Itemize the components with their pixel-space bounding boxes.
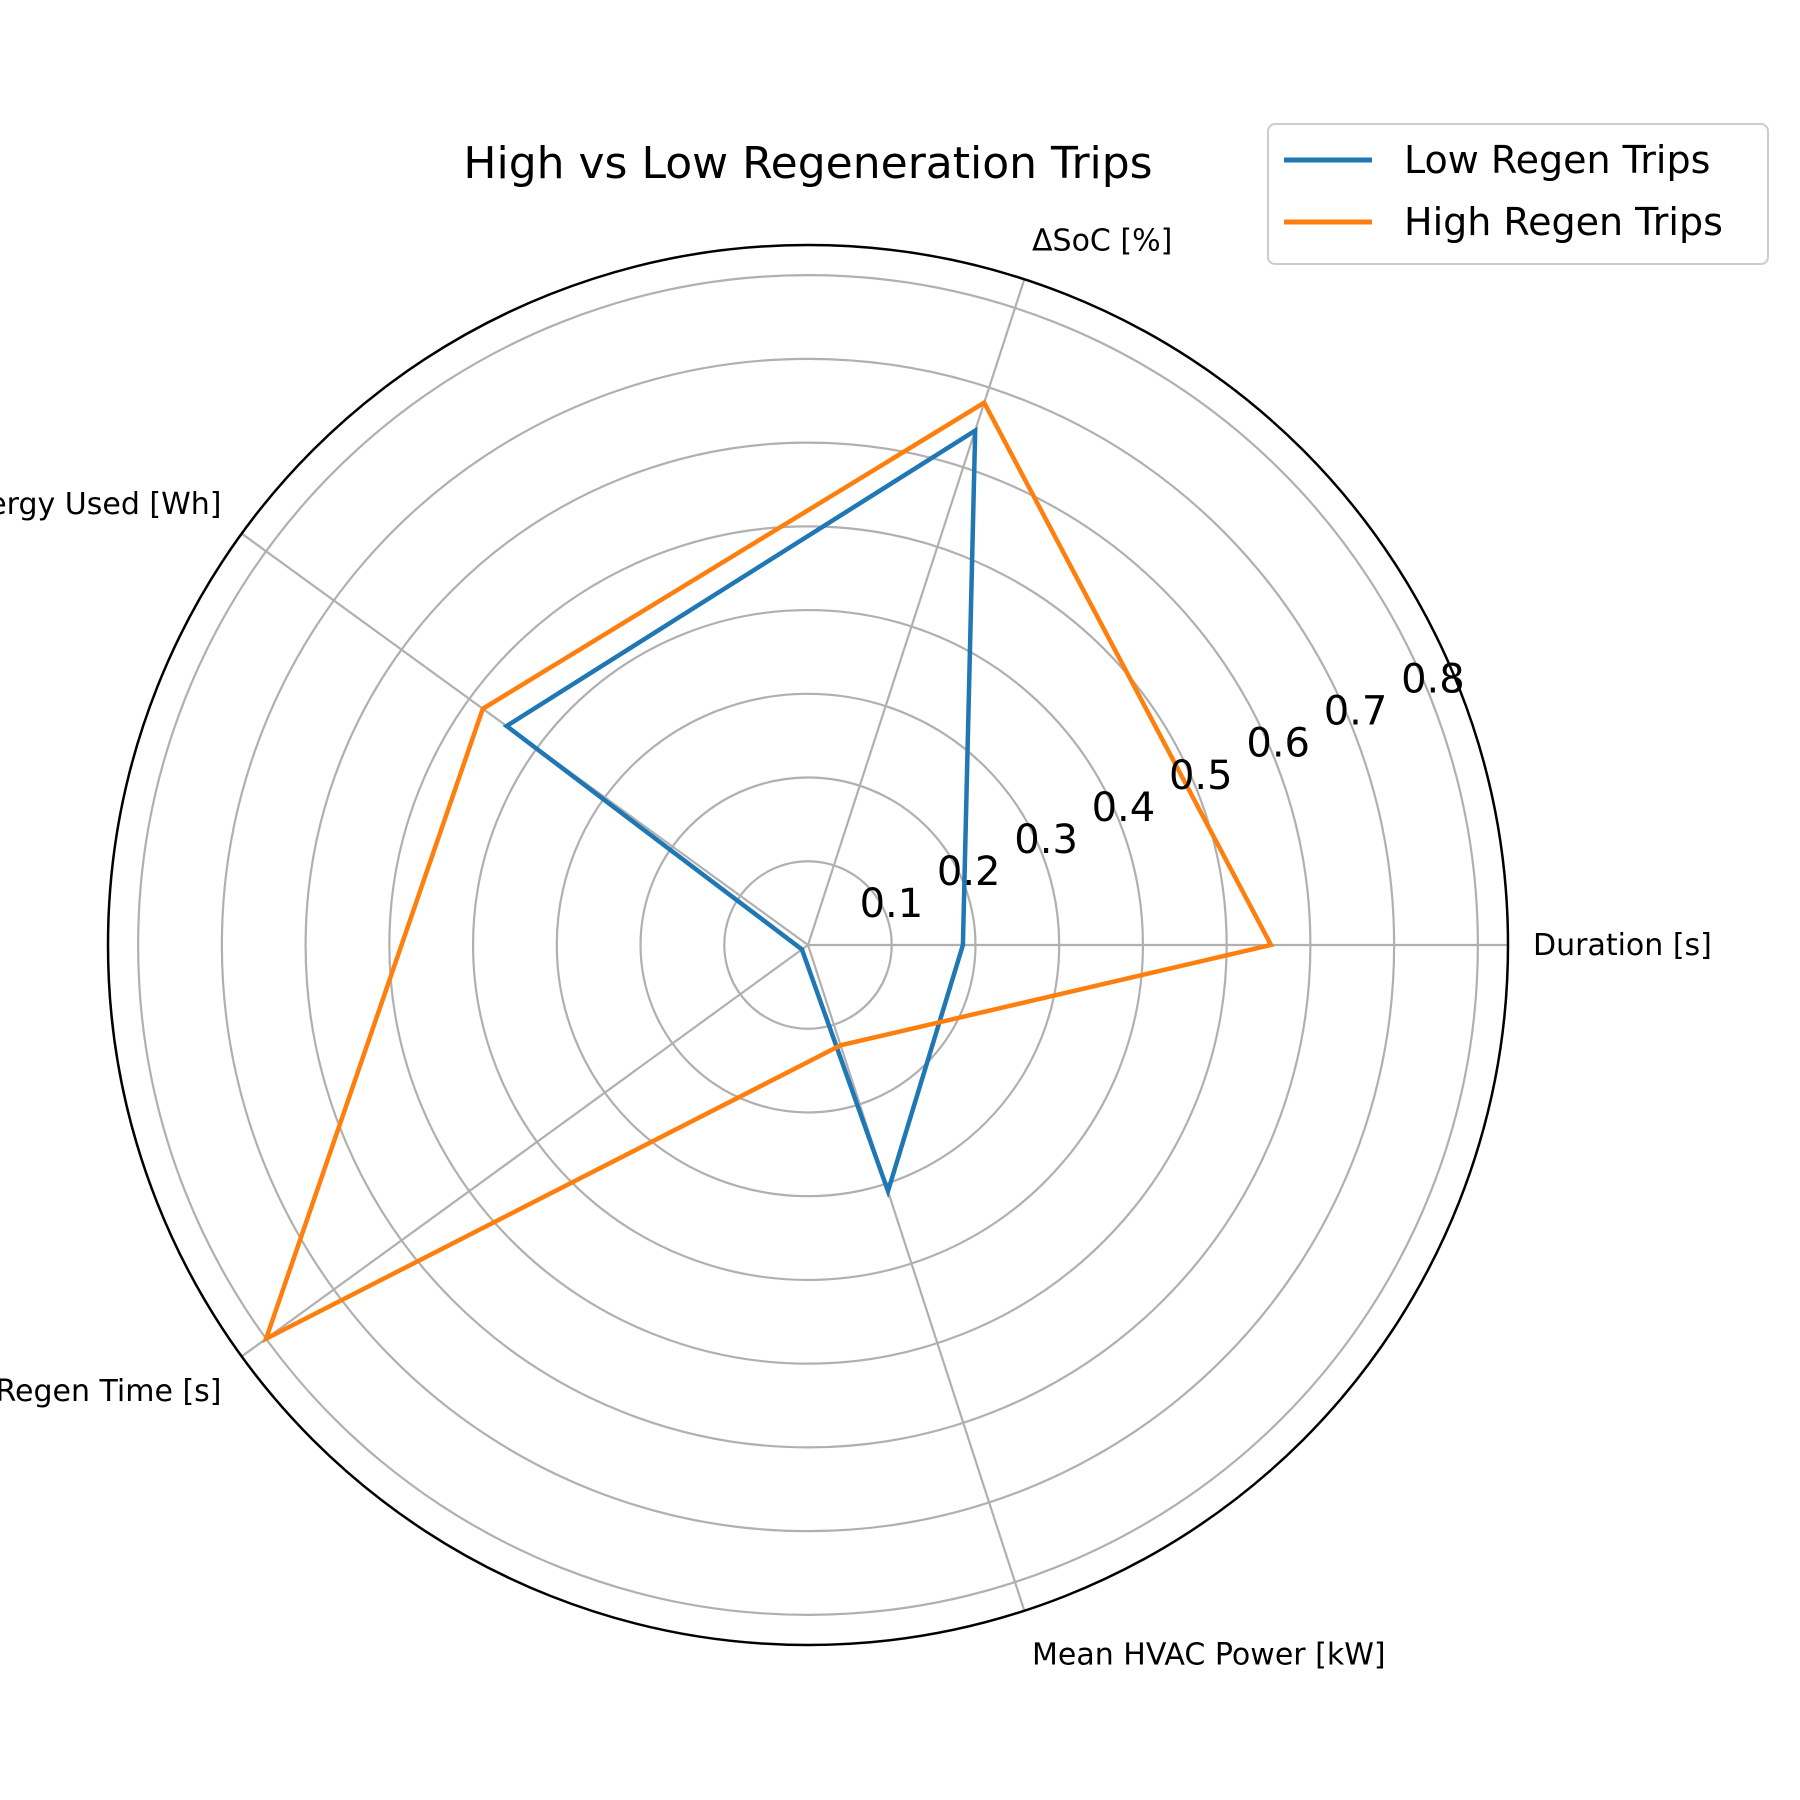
series-line-high-regen [262,399,1275,1344]
series-lines [262,399,1275,1344]
axis-label-4: Regen Time [s] [0,1374,222,1409]
radial-tick-label: 0.1 [860,881,924,927]
radial-tick-label: 0.5 [1169,753,1233,799]
radial-tick-label: 0.8 [1401,657,1465,703]
outer-frame [106,243,1510,1647]
radial-tick-label: 0.3 [1014,817,1078,863]
radial-tick-label: 0.6 [1246,721,1310,767]
radial-tick-label: 0.7 [1324,689,1388,735]
radial-tick-label: 0.4 [1092,785,1156,831]
radial-tick-labels: 0.1 0.2 0.3 0.4 0.5 0.6 0.7 0.8 [860,657,1465,927]
axis-label-3: Energy Used [Wh] [0,487,222,522]
axis-labels: Duration [s] ΔSoC [%] Energy Used [Wh] Rege… [0,224,1712,1673]
spoke-5 [806,944,1026,1612]
radial-tick-label: 0.2 [937,849,1001,895]
grid [137,274,1508,1616]
axis-label-1: Duration [s] [1533,928,1712,963]
chart-title: High vs Low Regeneration Trips [463,138,1152,189]
legend-label: Low Regen Trips [1404,138,1710,182]
legend-box [1267,123,1769,265]
series-line-low-regen [502,426,978,1199]
axis-label-2: ΔSoC [%] [1032,224,1172,259]
legend: Low Regen Trips High Regen Trips [1267,123,1769,265]
axis-label-5: Mean HVAC Power [kW] [1032,1638,1386,1673]
legend-label: High Regen Trips [1404,200,1723,244]
spoke-4 [241,944,809,1358]
spoke-2 [806,278,1026,946]
